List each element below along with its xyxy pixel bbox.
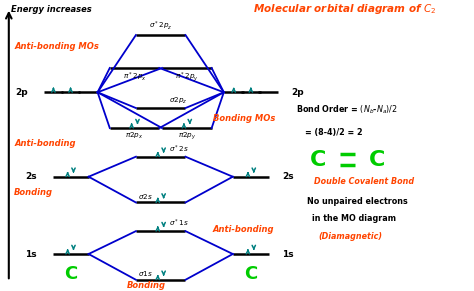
Text: C: C xyxy=(310,150,327,170)
Text: Energy increases: Energy increases xyxy=(10,5,91,14)
Text: Anti-bonding: Anti-bonding xyxy=(212,225,274,234)
Text: 2p: 2p xyxy=(15,88,28,97)
Text: $\pi^*2p_x$: $\pi^*2p_x$ xyxy=(123,70,146,83)
Text: in the MO diagram: in the MO diagram xyxy=(312,214,396,223)
Text: Molecular orbital diagram of $\mathit{C_2}$: Molecular orbital diagram of $\mathit{C_… xyxy=(253,2,437,16)
Text: Anti-bonding MOs: Anti-bonding MOs xyxy=(14,42,99,51)
Text: = (8-4)/2 = 2: = (8-4)/2 = 2 xyxy=(305,128,363,137)
Text: No unpaired electrons: No unpaired electrons xyxy=(307,196,408,205)
Text: $\sigma^*2p_z$: $\sigma^*2p_z$ xyxy=(149,20,173,32)
Text: $\sigma2p_z$: $\sigma2p_z$ xyxy=(169,95,187,106)
Text: Anti-bonding: Anti-bonding xyxy=(14,139,76,148)
Text: Bonding: Bonding xyxy=(14,188,53,197)
Text: $\pi^*2p_y$: $\pi^*2p_y$ xyxy=(175,70,199,84)
Text: $\sigma1s$: $\sigma1s$ xyxy=(138,269,153,278)
Text: (Diamagnetic): (Diamagnetic) xyxy=(319,232,383,241)
Text: C: C xyxy=(64,265,77,283)
Text: 2s: 2s xyxy=(25,172,37,181)
Text: 2p: 2p xyxy=(292,88,304,97)
Text: $\sigma^*1s$: $\sigma^*1s$ xyxy=(169,218,189,229)
Text: C: C xyxy=(369,150,385,170)
Text: 2s: 2s xyxy=(283,172,294,181)
Text: Bonding MOs: Bonding MOs xyxy=(212,113,275,123)
Text: $\pi2p_y$: $\pi2p_y$ xyxy=(178,130,196,142)
Text: $\sigma^*2s$: $\sigma^*2s$ xyxy=(169,144,189,155)
Text: Bonding: Bonding xyxy=(127,281,166,290)
Text: $\pi2p_x$: $\pi2p_x$ xyxy=(125,130,144,141)
Text: $\sigma2s$: $\sigma2s$ xyxy=(138,192,153,201)
Text: Double Covalent Bond: Double Covalent Bond xyxy=(314,177,414,186)
Text: 1s: 1s xyxy=(283,249,294,258)
Text: C: C xyxy=(244,265,257,283)
Text: Bond Order = $(N_b$-$N_a)/2$: Bond Order = $(N_b$-$N_a)/2$ xyxy=(296,103,398,116)
Text: 1s: 1s xyxy=(25,249,37,258)
